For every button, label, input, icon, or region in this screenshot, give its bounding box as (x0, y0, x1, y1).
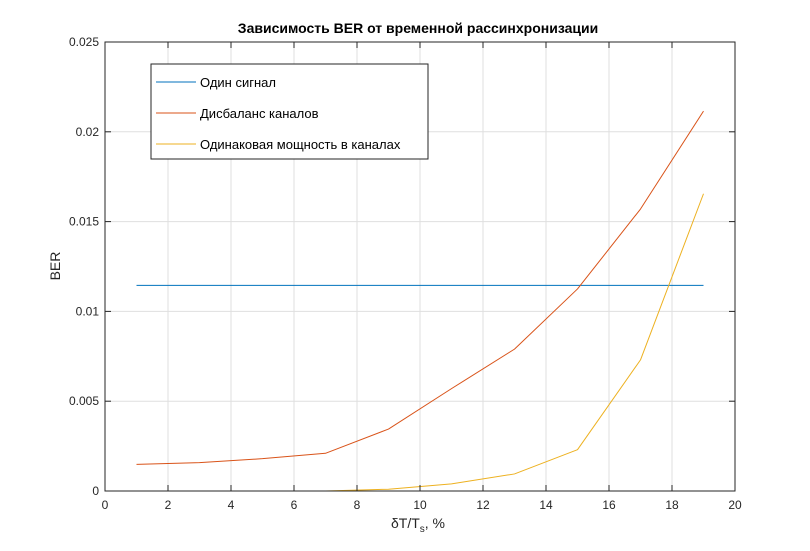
x-axis-label: δT/Ts, % (391, 515, 445, 535)
x-tick-label: 2 (165, 498, 172, 512)
legend-label-3: Одинаковая мощность в каналах (200, 137, 401, 152)
x-tick-label: 4 (228, 498, 235, 512)
legend-box (150, 63, 429, 160)
y-tick-label: 0.025 (69, 35, 99, 49)
y-axis-label: BER (47, 252, 63, 281)
y-tick-label: 0 (92, 484, 99, 498)
x-tick-label: 8 (354, 498, 361, 512)
y-tick-label: 0.005 (69, 394, 99, 408)
y-tick-label: 0.015 (69, 215, 99, 229)
series-line-2 (136, 110, 704, 465)
legend-label-1: Один сигнал (200, 75, 276, 90)
x-tick-label: 12 (476, 498, 490, 512)
x-axis-label-suffix: , % (425, 515, 445, 531)
legend-label-2: Дисбаланс каналов (200, 106, 319, 121)
y-tick-label: 0.02 (76, 125, 100, 139)
x-axis-label-main: δT/T (391, 515, 420, 531)
x-tick-label: 10 (413, 498, 427, 512)
x-tick-label: 14 (539, 498, 553, 512)
x-tick-label: 20 (728, 498, 742, 512)
x-tick-label: 16 (602, 498, 616, 512)
x-tick-label: 0 (102, 498, 109, 512)
legend: Один сигнал Дисбаланс каналов Одинаковая м… (150, 63, 429, 160)
x-tick-label: 18 (665, 498, 679, 512)
x-tick-label: 6 (291, 498, 298, 512)
y-tick-label: 0.01 (76, 304, 100, 318)
y-ticks: 0 0.005 0.01 0.015 0.02 0.025 (69, 35, 735, 498)
x-axis-label-subscript: s (420, 524, 425, 535)
chart-title: Зависимость BER от временной рассинхрони… (238, 20, 598, 36)
x-ticks: 0 2 4 6 8 10 12 14 16 18 20 (102, 42, 742, 512)
